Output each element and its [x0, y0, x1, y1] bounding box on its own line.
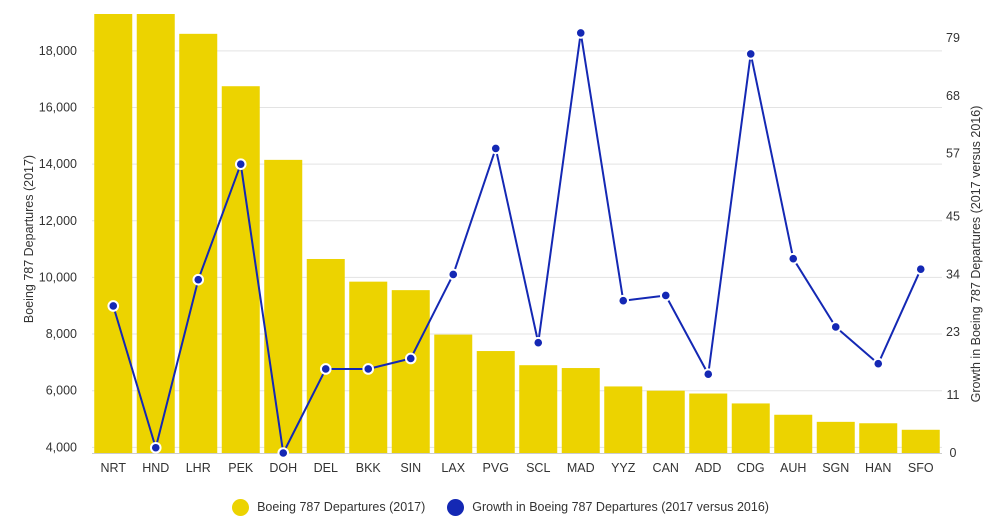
x-tick-label: SCL: [526, 461, 550, 475]
left-tick-label: 12,000: [39, 214, 77, 228]
x-tick-label: PVG: [483, 461, 509, 475]
x-tick-label: DEL: [314, 461, 338, 475]
bar-pek: [221, 86, 260, 453]
left-tick-label: 16,000: [39, 100, 77, 114]
bar-pvg: [476, 351, 515, 453]
point-lax: [447, 268, 460, 281]
bar-lax: [434, 334, 473, 453]
bar-cdg: [731, 403, 770, 453]
right-tick-label: 0: [950, 446, 957, 460]
point-nrt: [107, 300, 120, 312]
x-tick-label: HND: [142, 461, 169, 475]
x-tick-label: CDG: [737, 461, 765, 475]
x-tick-label: HAN: [865, 461, 891, 475]
growth-line: [112, 31, 922, 454]
legend-item-departures[interactable]: Boeing 787 Departures (2017): [232, 498, 426, 516]
left-tick-label: 4,000: [46, 440, 77, 454]
left-tick-label: 8,000: [46, 327, 77, 341]
point-pek: [234, 158, 247, 170]
right-axis-title: Growth in Boeing 787 Departures (2017 ve…: [969, 106, 983, 403]
x-tick-label: LHR: [186, 461, 211, 475]
x-tick-label: SFO: [908, 461, 934, 475]
x-tick-label: AUH: [780, 461, 806, 475]
bar-hnd: [136, 14, 175, 453]
x-tick-label: SGN: [822, 461, 849, 475]
right-tick-label: 45: [946, 210, 960, 224]
legend-label-departures: Boeing 787 Departures (2017): [257, 500, 426, 514]
bar-add: [689, 393, 728, 453]
x-tick-label: YYZ: [611, 461, 636, 475]
bar-mad: [561, 368, 600, 453]
point-yyz: [617, 294, 630, 307]
x-tick-label: LAX: [441, 461, 465, 475]
bar-doh: [264, 159, 303, 453]
point-scl: [532, 336, 545, 349]
x-tick-label: MAD: [567, 461, 595, 475]
bar-series: [94, 14, 940, 453]
point-cdg: [744, 48, 757, 60]
point-sin: [404, 352, 417, 365]
bar-yyz: [604, 386, 643, 453]
left-tick-label: 18,000: [39, 44, 77, 58]
left-tick-label: 10,000: [39, 270, 77, 284]
bar-can: [646, 390, 685, 453]
point-hnd: [149, 441, 162, 454]
right-tick-label: 68: [946, 89, 960, 103]
x-tick-label: PEK: [228, 461, 254, 475]
point-auh: [787, 252, 800, 265]
point-sfo: [914, 263, 927, 276]
left-tick-label: 14,000: [39, 157, 77, 171]
line-series: [107, 27, 927, 459]
point-doh: [277, 447, 290, 459]
left-axis-title: Boeing 787 Departures (2017): [22, 155, 36, 323]
point-add: [702, 368, 715, 381]
departures-swatch-icon: [232, 498, 250, 516]
x-tick-label: CAN: [653, 461, 679, 475]
legend-item-growth[interactable]: Growth in Boeing 787 Departures (2017 ve…: [447, 498, 769, 516]
right-tick-label: 11: [947, 388, 960, 402]
bar-sgn: [816, 421, 855, 453]
x-tick-label: ADD: [695, 461, 721, 475]
legend: Boeing 787 Departures (2017) Growth in B…: [0, 496, 1001, 518]
bar-del: [306, 258, 345, 453]
right-tick-label: 57: [946, 147, 960, 161]
point-sgn: [829, 321, 842, 333]
point-pvg: [489, 142, 502, 155]
bar-sin: [391, 290, 430, 453]
legend-label-growth: Growth in Boeing 787 Departures (2017 ve…: [472, 500, 769, 514]
bar-auh: [774, 414, 813, 453]
axis-ticks: 4,000 6,000 8,000 10,000 12,000 14,000 16,000 1…: [39, 31, 960, 475]
point-lhr: [192, 273, 205, 286]
point-mad: [574, 27, 587, 39]
gridlines: [92, 50, 942, 454]
right-tick-label: 79: [946, 31, 960, 45]
point-del: [319, 363, 332, 375]
x-tick-label: DOH: [269, 461, 297, 475]
x-tick-label: NRT: [101, 461, 127, 475]
x-tick-label: SIN: [400, 461, 421, 475]
right-tick-label: 23: [946, 325, 960, 339]
x-tick-label: BKK: [356, 461, 382, 475]
bar-scl: [519, 365, 558, 453]
bar-sfo: [901, 429, 940, 453]
point-han: [872, 357, 885, 370]
bar-nrt: [94, 14, 133, 453]
point-can: [659, 289, 672, 302]
point-bkk: [362, 363, 375, 375]
bar-han: [859, 423, 898, 453]
growth-swatch-icon: [447, 498, 465, 516]
right-tick-label: 34: [946, 267, 960, 281]
left-tick-label: 6,000: [46, 384, 77, 398]
